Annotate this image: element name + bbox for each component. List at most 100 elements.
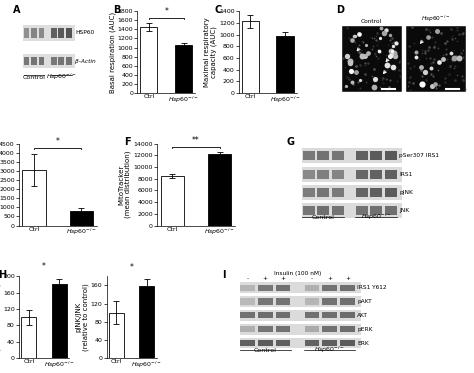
Text: +: + — [327, 276, 332, 281]
Bar — [322, 326, 337, 332]
Bar — [356, 170, 368, 179]
Point — [453, 24, 461, 30]
Point — [415, 56, 423, 62]
Point — [447, 26, 455, 32]
Text: Control: Control — [361, 19, 382, 24]
Bar — [340, 340, 355, 346]
Bar — [240, 296, 361, 307]
Bar — [161, 176, 184, 226]
Point — [388, 51, 396, 57]
Bar — [258, 340, 273, 346]
Point — [406, 87, 414, 93]
Text: $Hsp60^{-/-}$: $Hsp60^{-/-}$ — [314, 345, 346, 355]
Point — [354, 29, 362, 35]
Bar — [322, 285, 337, 291]
Text: *: * — [56, 137, 60, 146]
Text: +: + — [263, 276, 268, 281]
Point — [388, 48, 396, 54]
Text: pERK: pERK — [357, 327, 373, 332]
Text: D: D — [337, 4, 345, 15]
Point — [406, 43, 413, 49]
Bar — [66, 57, 72, 65]
Point — [447, 26, 455, 32]
Point — [422, 26, 429, 32]
Point — [429, 73, 437, 79]
Y-axis label: pIRS1 Ser307/IRS1
(relative to control): pIRS1 Ser307/IRS1 (relative to control) — [0, 283, 1, 351]
Point — [379, 75, 386, 81]
Y-axis label: Maximal respiratory
capacity (AUC): Maximal respiratory capacity (AUC) — [203, 17, 217, 87]
Text: *: * — [164, 7, 168, 16]
Bar — [302, 188, 315, 197]
Point — [439, 56, 447, 62]
Point — [348, 37, 356, 43]
Bar — [21, 317, 36, 358]
Point — [451, 63, 459, 69]
Point — [376, 49, 384, 55]
Bar — [385, 188, 397, 197]
Point — [424, 47, 432, 53]
Text: Insulin (100 nM): Insulin (100 nM) — [274, 272, 321, 276]
Bar — [370, 151, 383, 160]
Point — [389, 35, 396, 41]
Point — [419, 50, 426, 56]
Bar — [258, 312, 273, 319]
Point — [391, 53, 399, 59]
Point — [349, 81, 356, 87]
Point — [450, 56, 457, 62]
Point — [356, 62, 364, 68]
Bar — [322, 312, 337, 319]
Point — [395, 67, 402, 73]
Point — [423, 76, 430, 82]
Bar — [175, 45, 192, 93]
Bar — [51, 28, 56, 38]
Point — [370, 43, 377, 49]
Bar — [332, 151, 344, 160]
Point — [356, 85, 364, 91]
Point — [346, 35, 353, 41]
Point — [450, 47, 458, 53]
Point — [459, 47, 466, 53]
Point — [421, 69, 428, 75]
Point — [352, 63, 360, 69]
Bar — [276, 36, 294, 93]
Point — [385, 47, 393, 53]
Point — [374, 30, 381, 36]
Point — [386, 53, 393, 59]
Point — [363, 51, 370, 57]
Bar — [302, 185, 402, 200]
Y-axis label: MitoTracker
(mean distribution): MitoTracker (mean distribution) — [118, 151, 131, 218]
Text: B: B — [113, 4, 120, 15]
Bar — [70, 211, 93, 226]
Bar — [340, 326, 355, 332]
Bar — [305, 298, 319, 305]
Point — [451, 35, 459, 41]
Point — [381, 69, 388, 75]
Text: pJNK: pJNK — [399, 190, 413, 195]
Point — [392, 67, 399, 73]
Bar — [240, 326, 255, 332]
Point — [374, 54, 382, 60]
Bar — [240, 312, 255, 319]
Point — [379, 81, 387, 87]
Text: HSP60: HSP60 — [75, 31, 95, 35]
Point — [352, 32, 359, 38]
Bar — [356, 206, 368, 214]
Point — [374, 38, 382, 44]
Bar — [385, 206, 397, 214]
Bar — [340, 285, 355, 291]
Point — [417, 64, 424, 70]
Point — [440, 52, 447, 58]
Point — [383, 86, 391, 92]
Text: A: A — [13, 4, 20, 15]
Text: *: * — [42, 262, 46, 272]
Bar — [24, 57, 29, 65]
Point — [352, 40, 359, 46]
Bar — [356, 151, 368, 160]
Bar — [240, 340, 255, 346]
Bar — [208, 154, 231, 226]
Point — [365, 50, 372, 56]
Point — [347, 68, 355, 74]
Point — [459, 54, 466, 60]
Point — [458, 73, 466, 79]
Point — [408, 25, 416, 31]
